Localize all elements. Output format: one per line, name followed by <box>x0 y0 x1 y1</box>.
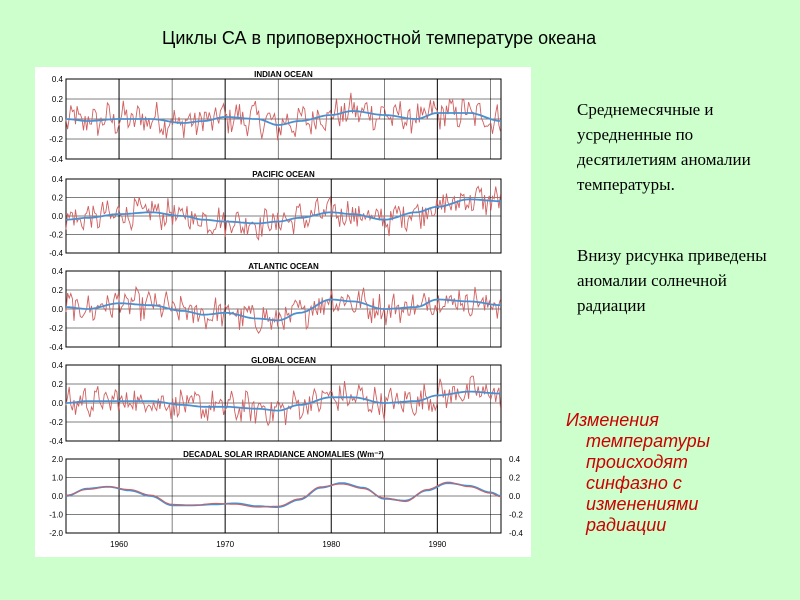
y-tick-label: -0.4 <box>49 249 63 258</box>
y2-tick-label: 0.2 <box>509 474 521 483</box>
conclusion-note: Изменения температуры происходят синфазн… <box>566 410 756 536</box>
solar-series-line <box>65 482 502 509</box>
note-line: изменениями <box>586 494 699 514</box>
chart-figure: INDIAN OCEAN 0.4 0.2 0.0 -0.2 -0.4 PACIFIC OCE… <box>35 67 531 557</box>
y-tick-label: -0.2 <box>49 324 63 333</box>
y-tick-label: 0.2 <box>52 380 64 389</box>
y-tick-label: 0.0 <box>52 212 64 221</box>
note-line: синфазно с <box>586 473 682 493</box>
y-tick-label: -2.0 <box>49 529 63 538</box>
note-line: температуры <box>586 431 710 451</box>
x-tick-label: 1980 <box>322 540 340 549</box>
y-tick-label: -0.4 <box>49 155 63 164</box>
y-tick-label: 0.4 <box>52 175 64 184</box>
y-tick-label: 0.0 <box>52 399 64 408</box>
panel-title: GLOBAL OCEAN <box>251 356 316 365</box>
note-line: Изменения <box>566 410 659 430</box>
monthly-series-line <box>65 375 501 427</box>
y-tick-label: 0.4 <box>52 361 64 370</box>
x-tick-label: 1960 <box>110 540 128 549</box>
description-temperature: Среднемесячные и усредненные по десятиле… <box>577 100 751 194</box>
y-tick-label: 0.0 <box>52 492 64 501</box>
y-tick-label: 0.2 <box>52 194 64 203</box>
y-tick-label: -0.2 <box>49 231 63 240</box>
decadal-series-line <box>65 110 502 126</box>
panel-title: PACIFIC OCEAN <box>252 170 315 179</box>
y2-tick-label: 0.0 <box>509 492 521 501</box>
panel-title: DECADAL SOLAR IRRADIANCE ANOMALIES (Wm⁻²… <box>183 450 384 459</box>
y-tick-label: 0.0 <box>52 305 64 314</box>
y-tick-label: -0.2 <box>49 135 63 144</box>
y-tick-label: 0.4 <box>52 75 64 84</box>
x-tick-label: 1970 <box>216 540 234 549</box>
monthly-series-line <box>65 185 501 241</box>
panel-title: INDIAN OCEAN <box>254 70 313 79</box>
note-line: происходят <box>586 452 688 472</box>
y-tick-label: -0.4 <box>49 343 63 352</box>
decadal-series-line <box>65 390 501 412</box>
decadal-series-line <box>65 298 502 322</box>
y-tick-label: -1.0 <box>49 511 63 520</box>
note-line: радиации <box>586 515 667 535</box>
chart-svg: INDIAN OCEAN 0.4 0.2 0.0 -0.2 -0.4 PACIFIC OCE… <box>49 70 523 549</box>
monthly-series-line <box>65 285 501 334</box>
y2-tick-label: -0.2 <box>509 511 523 520</box>
y-tick-label: -0.4 <box>49 437 63 446</box>
decadal-series-line <box>65 198 501 225</box>
y-tick-label: 0.2 <box>52 95 64 104</box>
y-tick-label: 1.0 <box>52 474 64 483</box>
y2-tick-label: 0.4 <box>509 455 521 464</box>
x-tick-label: 1990 <box>428 540 446 549</box>
y-tick-label: -0.2 <box>49 418 63 427</box>
page-title: Циклы СА в приповерхностной температуре … <box>162 28 597 48</box>
y-tick-label: 0.2 <box>52 286 64 295</box>
monthly-series-line <box>65 92 501 141</box>
y2-tick-label: -0.4 <box>509 529 523 538</box>
y-tick-label: 0.0 <box>52 115 64 124</box>
y-tick-label: 0.4 <box>52 267 64 276</box>
solar-model-line <box>65 481 502 508</box>
panel-title: ATLANTIC OCEAN <box>248 262 319 271</box>
description-solar: Внизу рисунка приведены аномалии солнечн… <box>577 246 767 315</box>
y-tick-label: 2.0 <box>52 455 64 464</box>
